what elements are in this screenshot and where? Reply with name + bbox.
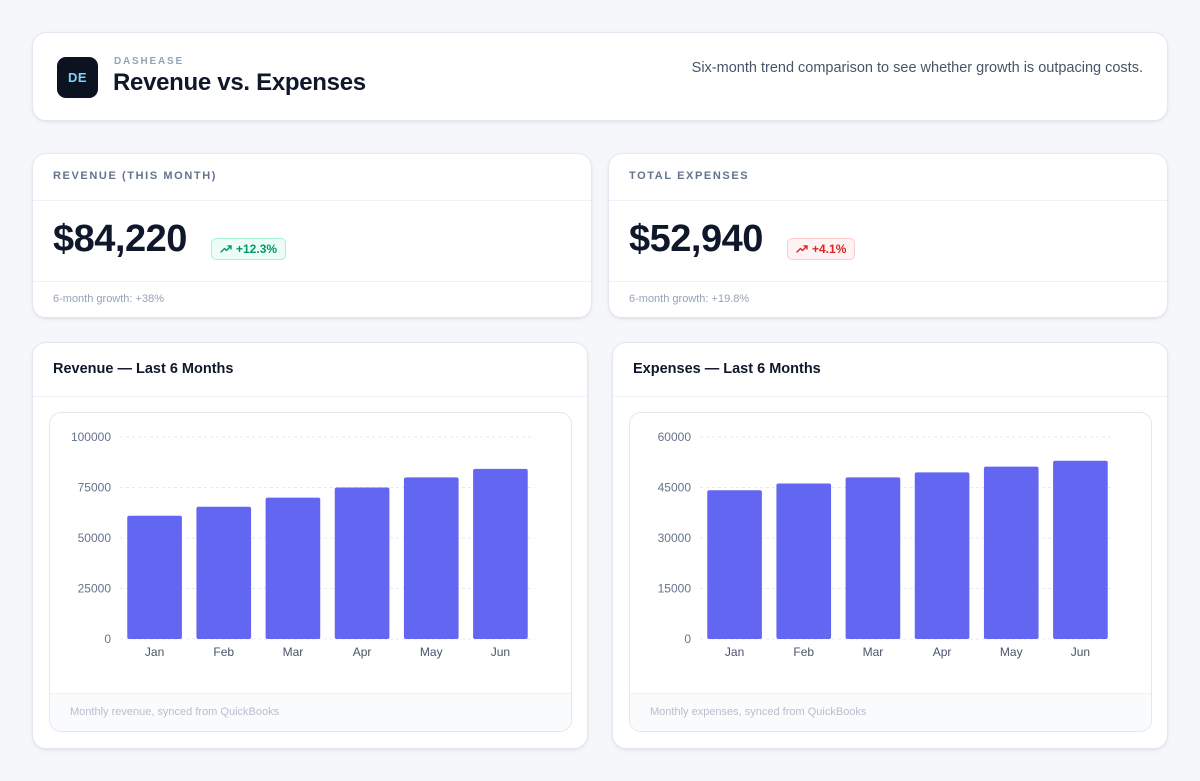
x-tick-label: Mar	[283, 645, 304, 659]
bar-jan	[707, 490, 762, 639]
chart-frame: 0 15000 30000 45000 60000 Jan Feb Mar Apr May Jun …	[629, 412, 1152, 732]
y-tick-label: 75000	[78, 481, 112, 495]
bar-feb	[776, 483, 832, 639]
x-tick-label: May	[420, 645, 443, 659]
header-card: DE DASHEASE Revenue vs. Expenses Six-mon…	[32, 32, 1168, 121]
y-tick-label: 15000	[658, 582, 692, 596]
chart-title: Revenue — Last 6 Months	[53, 361, 234, 377]
y-tick-label: 50000	[78, 531, 112, 545]
bar-jun	[473, 468, 528, 639]
y-tick-label: 60000	[658, 430, 692, 444]
x-tick-label: Jun	[1071, 645, 1090, 659]
divider	[609, 200, 1167, 201]
logo: DE	[57, 57, 98, 98]
x-tick-label: May	[1000, 645, 1023, 659]
bar-may	[403, 477, 459, 639]
bar-jun	[1053, 460, 1108, 639]
x-tick-label: Jun	[491, 645, 510, 659]
change-badge: +4.1%	[787, 238, 856, 260]
trending-up-icon	[796, 245, 808, 253]
y-tick-label: 45000	[658, 481, 692, 495]
expenses-kpi-card: TOTAL EXPENSES $52,940 +4.1% 6-month gro…	[608, 153, 1168, 318]
y-tick-label: 30000	[658, 531, 692, 545]
kpi-footnote: 6-month growth: +19.8%	[629, 293, 750, 305]
trending-up-icon	[220, 245, 232, 253]
x-tick-label: Apr	[353, 645, 372, 659]
bar-apr	[914, 472, 970, 639]
y-tick-label: 100000	[71, 430, 111, 444]
expenses-bar-chart: 0 15000 30000 45000 60000 Jan Feb Mar Apr May Jun	[658, 430, 1115, 659]
chart-title: Expenses — Last 6 Months	[633, 361, 821, 377]
page-title: Revenue vs. Expenses	[113, 69, 366, 96]
bar-may	[983, 466, 1039, 639]
kpi-footnote: 6-month growth: +38%	[53, 293, 164, 305]
x-tick-label: Mar	[863, 645, 884, 659]
chart-footer: Monthly revenue, synced from QuickBooks	[50, 693, 571, 731]
change-value: +12.3%	[236, 242, 278, 256]
x-tick-label: Jan	[725, 645, 744, 659]
divider	[33, 396, 587, 397]
chart-frame: 0 25000 50000 75000 100000 Jan Feb Mar Apr May Jun…	[49, 412, 572, 732]
chart-footnote: Monthly expenses, synced from QuickBooks	[650, 706, 867, 718]
revenue-kpi-card: REVENUE (THIS MONTH) $84,220 +12.3% 6-mo…	[32, 153, 592, 318]
x-tick-label: Feb	[213, 645, 234, 659]
page-description: Six-month trend comparison to see whethe…	[691, 60, 1143, 76]
change-badge: +12.3%	[211, 238, 287, 260]
y-tick-label: 0	[104, 632, 111, 646]
divider	[613, 396, 1167, 397]
divider	[33, 200, 591, 201]
chart-footer: Monthly expenses, synced from QuickBooks	[630, 693, 1151, 731]
bar-mar	[265, 497, 321, 639]
change-value: +4.1%	[812, 242, 847, 256]
kpi-value: $84,220	[53, 218, 187, 260]
x-tick-label: Apr	[933, 645, 952, 659]
kpi-label: REVENUE (THIS MONTH)	[53, 170, 217, 182]
bar-jan	[127, 515, 182, 639]
expenses-chart-card: Expenses — Last 6 Months 0 15000 30000 4500…	[612, 342, 1168, 749]
revenue-bar-chart: 0 25000 50000 75000 100000 Jan Feb Mar Apr May Jun	[71, 430, 535, 659]
chart-footnote: Monthly revenue, synced from QuickBooks	[70, 706, 280, 718]
revenue-chart-card: Revenue — Last 6 Months 0 25000 50000 75000…	[32, 342, 588, 749]
y-tick-label: 25000	[78, 582, 112, 596]
bar-apr	[334, 487, 390, 639]
x-tick-label: Jan	[145, 645, 164, 659]
brand-name: DASHEASE	[114, 56, 184, 67]
y-tick-label: 0	[684, 632, 691, 646]
bar-feb	[196, 506, 252, 639]
kpi-value: $52,940	[629, 218, 763, 260]
x-tick-label: Feb	[793, 645, 814, 659]
bar-mar	[845, 477, 901, 639]
kpi-label: TOTAL EXPENSES	[629, 170, 750, 182]
divider	[609, 281, 1167, 282]
divider	[33, 281, 591, 282]
